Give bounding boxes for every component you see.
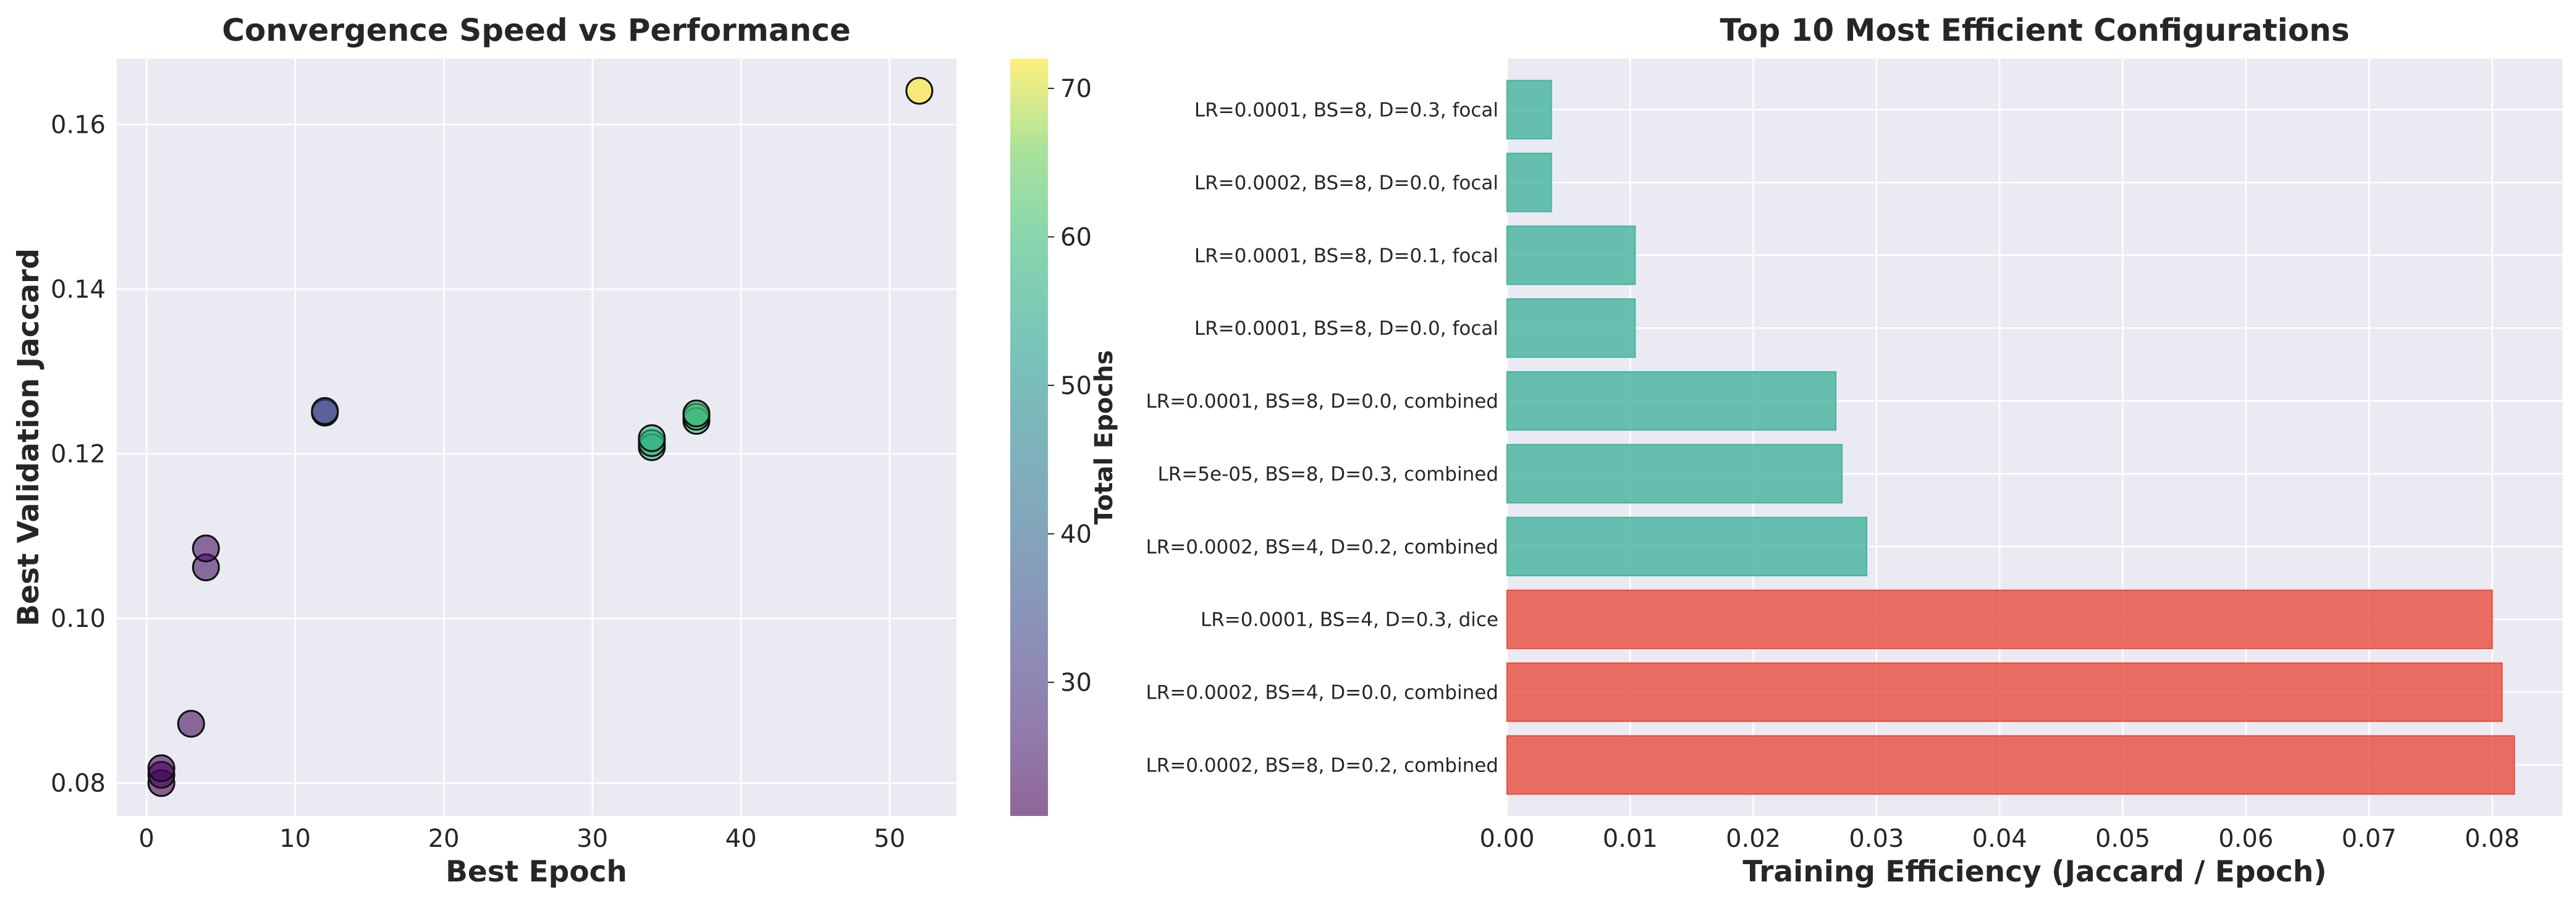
bar-x-tick-label: 0.02 [1726,825,1781,853]
scatter-y-tick-label: 0.16 [51,111,106,140]
bar-category-label: LR=0.0001, BS=8, D=0.0, combined [1146,390,1498,413]
colorbar-ticks: 30 40 50 60 70 [1048,75,1092,697]
bar [1506,735,2515,795]
bar-x-axis-label: Training Efficiency (Jaccard / Epoch) [1742,855,2326,889]
bar-category-label: LR=0.0002, BS=8, D=0.2, combined [1146,754,1498,776]
scatter-plot-area [117,59,956,816]
scatter-point [638,424,666,452]
scatter-x-axis-label: Best Epoch [446,855,627,889]
bar-category-label: LR=0.0002, BS=8, D=0.0, focal [1194,172,1498,194]
scatter-title: Convergence Speed vs Performance [222,12,851,48]
colorbar-tick-label: 70 [1060,75,1092,103]
bar-x-tick-label: 0.03 [1849,825,1904,853]
scatter-point [905,77,934,105]
bar-x-tick-label: 0.08 [2465,825,2520,853]
colorbar-label: Total Epochs [1090,350,1118,525]
bar-title: Top 10 Most Efficient Configurations [1720,12,2350,48]
bar-category-label: LR=0.0002, BS=4, D=0.2, combined [1146,536,1498,558]
bar-x-tick-label: 0.05 [2095,825,2150,853]
bar [1506,225,1636,285]
scatter-y-axis-label: Best Validation Jaccard [12,248,46,626]
bar-category-label: LR=0.0001, BS=8, D=0.1, focal [1194,245,1498,267]
colorbar-gradient [1010,59,1048,816]
bar-category-label: LR=0.0001, BS=4, D=0.3, dice [1201,609,1498,631]
bars [1506,80,2515,795]
bar-category-label: LR=0.0001, BS=8, D=0.0, focal [1194,317,1498,340]
bar-category-label: LR=0.0002, BS=4, D=0.0, combined [1146,682,1498,704]
scatter-point [311,397,339,425]
bar-category-label: LR=0.0001, BS=8, D=0.3, focal [1194,99,1498,122]
scatter-gridlines [117,59,956,816]
scatter-point [147,754,175,783]
bar-x-ticks: 0.00 0.01 0.02 0.03 0.04 0.05 0.06 0.07 0.08 [1479,825,2519,853]
bar [1506,371,1837,431]
bar-category-labels: LR=0.0002, BS=8, D=0.2, combined LR=0.000… [1146,99,1498,777]
scatter-x-tick-label: 20 [428,825,460,853]
bar [1506,153,1552,212]
scatter-x-tick-label: 10 [279,825,311,853]
scatter-y-ticks: 0.08 0.10 0.12 0.14 0.16 [51,111,106,798]
scatter-point [177,710,205,738]
bar-x-tick-label: 0.06 [2218,825,2273,853]
colorbar-tick-label: 40 [1060,520,1092,549]
bar [1506,516,1867,576]
scatter-x-tick-label: 50 [874,825,905,853]
bar-x-tick-label: 0.00 [1479,825,1534,853]
bar-x-tick-label: 0.01 [1603,825,1658,853]
colorbar: 30 40 50 60 70 Total Epochs [1010,59,1118,816]
scatter-chart: 0 10 20 30 40 50 0.08 0.10 0.12 0.14 0.16 Converg… [12,12,956,889]
scatter-x-tick-label: 30 [576,825,608,853]
colorbar-tick-label: 30 [1060,669,1092,697]
bar [1506,662,2503,722]
bar [1506,80,1552,140]
scatter-y-tick-label: 0.12 [51,440,106,469]
scatter-points [147,77,934,797]
bar [1506,589,2493,649]
colorbar-tick-label: 60 [1060,223,1092,251]
scatter-point [682,399,711,427]
bar [1506,443,1843,504]
bar-category-label: LR=5e-05, BS=8, D=0.3, combined [1158,463,1498,486]
bar-chart: 0.00 0.01 0.02 0.03 0.04 0.05 0.06 0.07 0.08 LR=… [1146,12,2562,889]
scatter-x-tick-label: 0 [138,825,154,853]
scatter-y-tick-label: 0.14 [51,275,106,304]
scatter-point [192,534,220,563]
bar-x-tick-label: 0.07 [2342,825,2397,853]
scatter-x-ticks: 0 10 20 30 40 50 [138,825,905,853]
bar [1506,298,1636,358]
scatter-x-tick-label: 40 [725,825,757,853]
scatter-y-tick-label: 0.10 [51,605,106,633]
scatter-y-tick-label: 0.08 [51,770,106,798]
colorbar-tick-label: 50 [1060,372,1092,400]
bar-x-tick-label: 0.04 [1972,825,2027,853]
